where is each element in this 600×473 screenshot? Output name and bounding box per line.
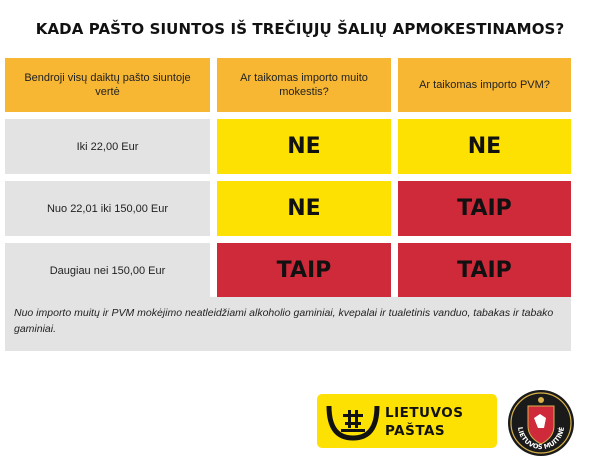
exemption-note: Nuo importo muitų ir PVM mokėjimo neatle… [5,297,571,351]
header-duty: Ar taikomas importo muito mokestis? [217,58,391,112]
logo-text-line2: PAŠTAS [385,423,446,439]
row-vat-3: TAIP [398,243,571,298]
lietuvos-muitine-seal-icon: LIETUVOS MUITINĖ [508,390,574,456]
row-label-2: Nuo 22,01 iki 150,00 Eur [5,181,210,236]
row-label-1: Iki 22,00 Eur [5,119,210,174]
header-vat: Ar taikomas importo PVM? [398,58,571,112]
logo-text-line1: LIETUVOS [385,405,464,421]
row-duty-1: NE [217,119,391,174]
header-value: Bendroji visų daiktų pašto siuntoje vert… [5,58,210,112]
customs-table: Bendroji visų daiktų pašto siuntoje vert… [5,58,571,298]
row-vat-1: NE [398,119,571,174]
row-duty-2: NE [217,181,391,236]
page-title: KADA PAŠTO SIUNTOS IŠ TREČIŲJŲ ŠALIŲ APM… [35,20,565,38]
post-horn-icon [326,405,380,441]
row-label-3: Daugiau nei 150,00 Eur [5,243,210,298]
row-vat-2: TAIP [398,181,571,236]
row-duty-3: TAIP [217,243,391,298]
lietuvos-pastas-logo: LIETUVOS PAŠTAS [317,394,497,448]
